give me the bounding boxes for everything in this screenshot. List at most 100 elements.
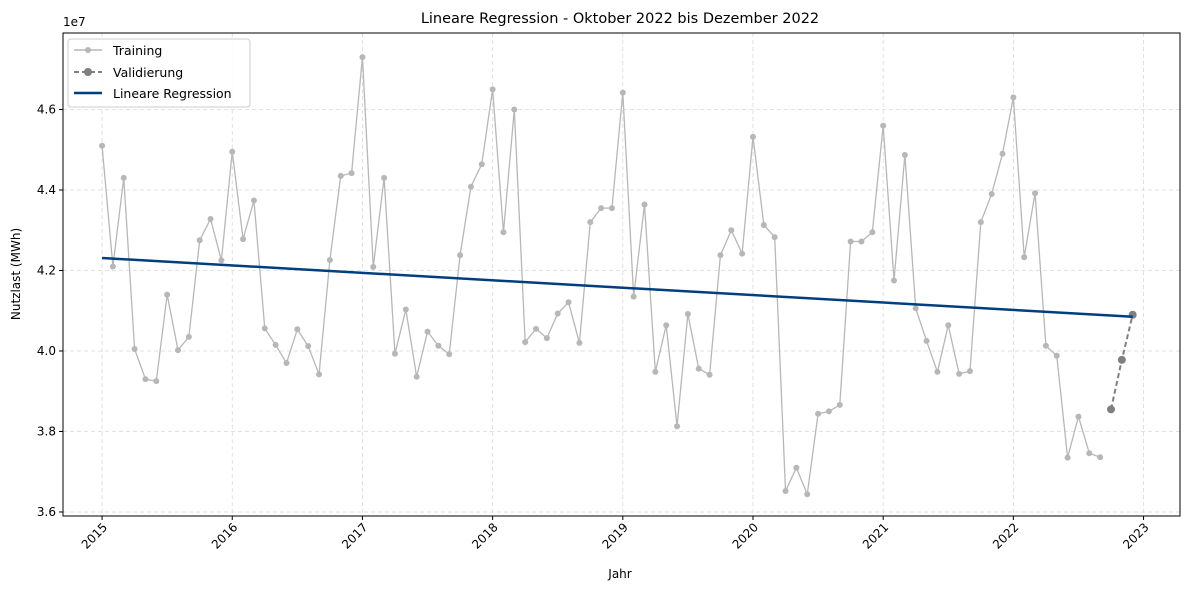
y-tick-label: 4.0: [37, 344, 56, 358]
training-point: [598, 205, 605, 212]
training-point: [1042, 342, 1049, 349]
training-point: [554, 310, 561, 317]
training-point: [261, 325, 268, 332]
training-point: [880, 122, 887, 129]
training-point: [457, 252, 464, 259]
y-tick-label: 3.6: [37, 505, 56, 519]
training-point: [1075, 413, 1082, 420]
training-point: [847, 238, 854, 245]
training-point: [695, 365, 702, 372]
legend-box: [67, 38, 251, 108]
training-point: [522, 339, 529, 346]
training-point: [869, 229, 876, 236]
training-point: [294, 326, 301, 333]
training-point: [272, 341, 279, 348]
training-point: [240, 236, 247, 243]
training-point: [359, 54, 366, 61]
training-point: [923, 337, 930, 344]
training-point: [402, 306, 409, 313]
legend-marker-training: [85, 47, 91, 53]
training-point: [684, 310, 691, 317]
validation-point: [1107, 405, 1116, 414]
training-point: [478, 161, 485, 168]
training-point: [229, 148, 236, 155]
training-point: [956, 370, 963, 377]
plot-area-frame: [62, 32, 1181, 517]
training-point: [706, 371, 713, 378]
training-point: [825, 408, 832, 415]
y-offset-label: 1e7: [63, 15, 86, 29]
y-tick-label: 4.2: [37, 263, 56, 277]
training-point: [1053, 352, 1060, 359]
training-point: [912, 305, 919, 312]
training-point: [164, 291, 171, 298]
training-point: [337, 172, 344, 179]
training-point: [196, 237, 203, 244]
x-axis-label: Jahr: [607, 567, 631, 581]
training-point: [326, 257, 333, 264]
training-point: [988, 191, 995, 197]
training-point: [891, 277, 898, 284]
training-point: [587, 219, 594, 226]
training-point: [142, 376, 149, 383]
training-point: [674, 423, 681, 430]
training-point: [966, 368, 973, 375]
training-point: [1086, 450, 1093, 457]
training-point: [218, 257, 225, 264]
training-point: [663, 322, 670, 329]
training-point: [348, 170, 355, 177]
training-point: [739, 250, 746, 257]
legend-label-regression: Lineare Regression: [113, 86, 232, 101]
validation-point: [1117, 355, 1126, 364]
training-point: [717, 252, 724, 259]
training-point: [435, 342, 442, 349]
y-tick-label: 4.4: [37, 183, 56, 197]
training-point: [1021, 254, 1028, 261]
training-point: [424, 328, 431, 335]
training-point: [185, 333, 192, 340]
training-point: [381, 174, 388, 181]
training-point: [391, 350, 398, 357]
grid-lines: [63, 33, 1180, 516]
training-point: [370, 263, 377, 270]
training-point: [728, 227, 735, 234]
training-point: [316, 371, 323, 378]
training-point: [901, 151, 908, 158]
training-point: [836, 401, 843, 408]
training-point: [1097, 454, 1104, 461]
training-point: [109, 263, 116, 270]
regression-line: [101, 256, 1133, 319]
training-point: [608, 205, 615, 212]
training-point: [804, 491, 811, 498]
training-point: [413, 373, 420, 380]
training-point: [945, 322, 952, 329]
training-point: [619, 89, 626, 96]
y-tick-label: 3.8: [37, 424, 56, 438]
y-tick-label: 4.6: [37, 102, 56, 116]
training-point: [749, 133, 756, 140]
legend-label-validierung: Validierung: [113, 65, 183, 80]
training-point: [1032, 190, 1039, 197]
training-point: [533, 325, 540, 332]
training-point: [999, 150, 1006, 157]
training-point: [977, 219, 984, 226]
training-point: [641, 201, 648, 208]
training-point: [934, 368, 941, 375]
training-point: [511, 106, 518, 113]
training-point: [630, 293, 637, 300]
training-point: [1064, 454, 1071, 461]
training-point: [489, 86, 496, 93]
training-point: [131, 345, 138, 352]
training-point: [815, 410, 822, 417]
training-point: [565, 299, 572, 306]
training-point: [652, 368, 659, 375]
training-point: [576, 339, 583, 346]
chart-title: Lineare Regression - Oktober 2022 bis De…: [421, 11, 819, 27]
legend-marker-validierung: [84, 68, 92, 76]
training-point: [283, 360, 290, 367]
training-point: [793, 464, 800, 471]
training-point: [543, 335, 550, 342]
training-point: [467, 183, 474, 190]
training-point: [153, 378, 160, 385]
